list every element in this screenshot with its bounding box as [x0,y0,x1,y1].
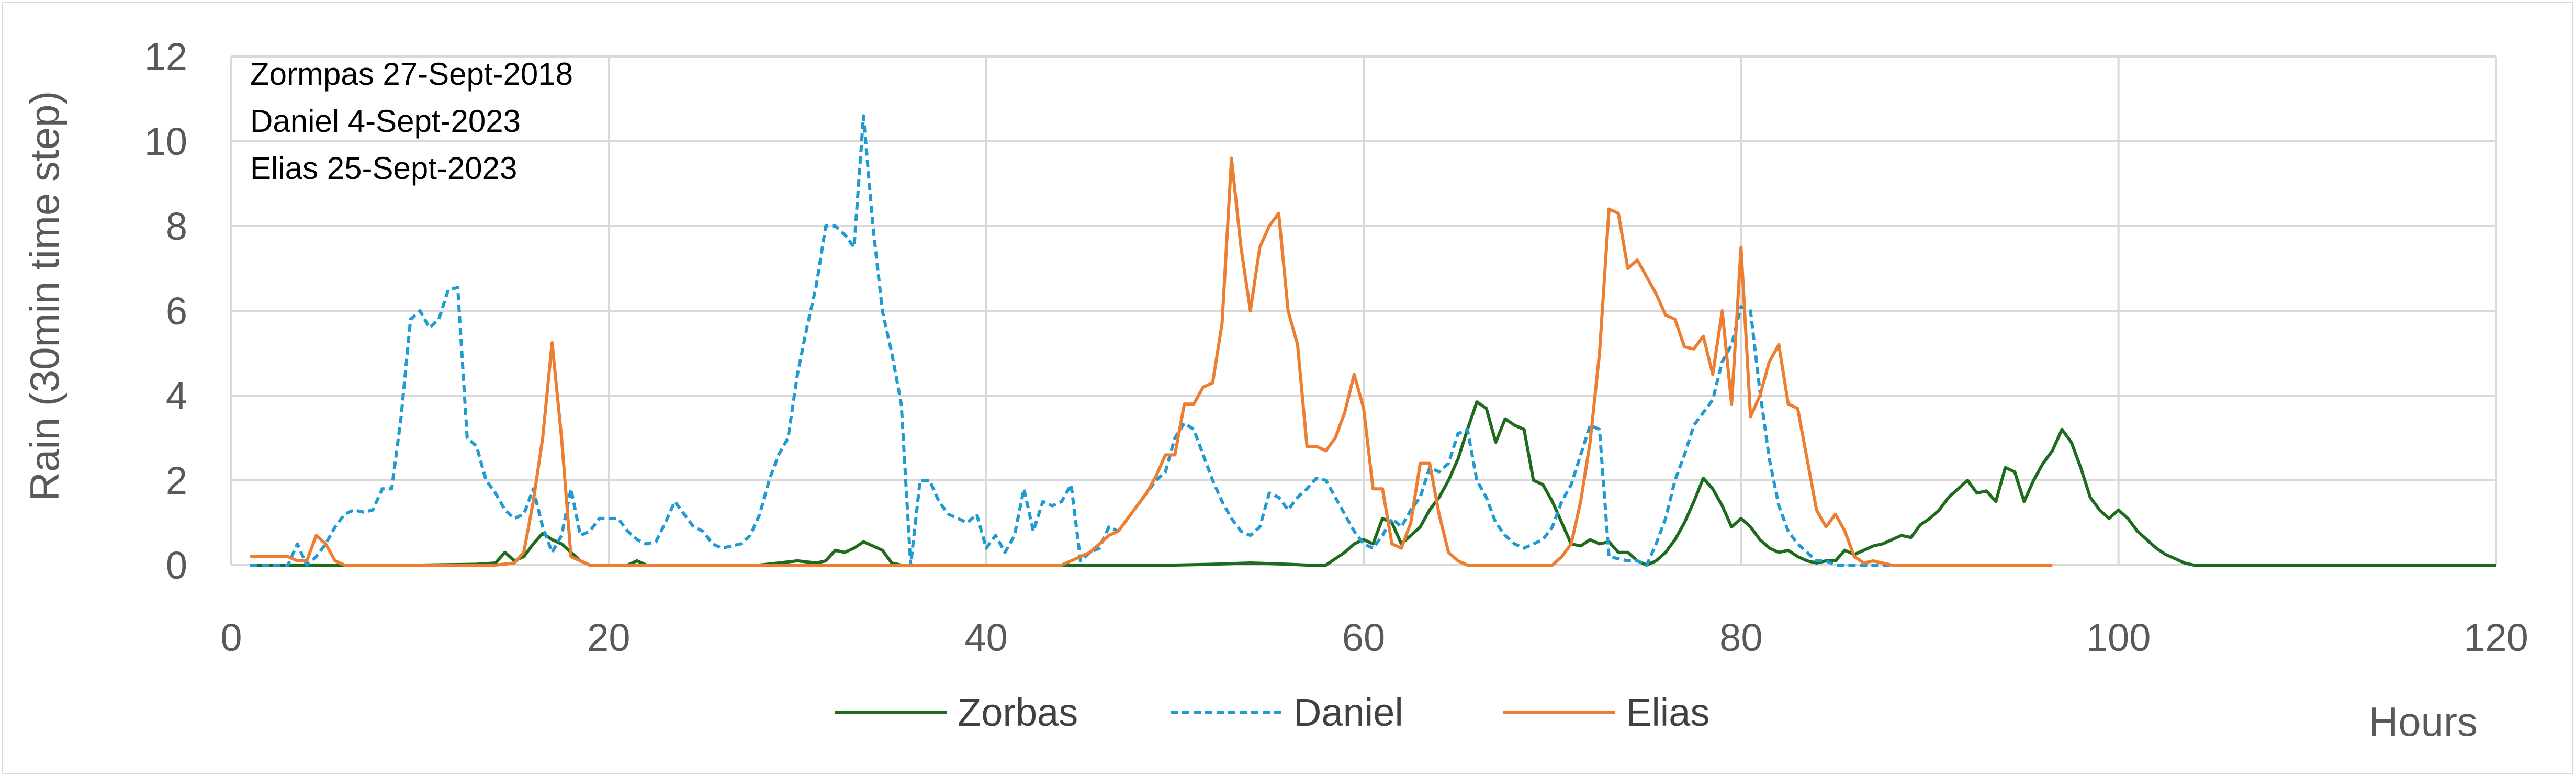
y-tick-label-6: 12 [144,35,187,78]
x-tick-label-1: 20 [587,616,630,659]
gridlines [230,55,2497,566]
event-annotations: Zormpas 27-Sept-2018 Daniel 4-Sept-2023 … [250,57,573,186]
x-tick-label-3: 60 [1342,616,1385,659]
annotation-zorbas-date: Zormpas 27-Sept-2018 [250,57,573,92]
y-tick-label-3: 6 [166,289,187,333]
legend-label-zorbas: Zorbas [958,691,1078,734]
y-tick-label-4: 8 [166,205,187,248]
x-tick-label-0: 0 [220,616,242,659]
y-tick-label-1: 2 [166,459,187,502]
x-axis-ticks: 0 20 40 60 80 100 120 [220,616,2528,659]
x-axis-title: Hours [2369,699,2478,745]
annotation-daniel-date: Daniel 4-Sept-2023 [250,104,521,139]
series-line-daniel [250,114,2053,567]
legend-label-elias: Elias [1626,691,1709,734]
x-tick-label-6: 120 [2463,616,2528,659]
series-line-zorbas [250,400,2496,567]
series-lines [250,114,2496,567]
x-tick-label-5: 100 [2086,616,2151,659]
x-tick-label-4: 80 [1719,616,1762,659]
y-tick-label-2: 4 [166,374,187,418]
y-axis-ticks: 0 2 4 6 8 10 12 [144,35,187,587]
legend: Zorbas Daniel Elias [835,691,1709,734]
annotation-elias-date: Elias 25-Sept-2023 [250,151,517,186]
x-tick-label-2: 40 [965,616,1008,659]
series-line-elias [250,156,2053,567]
legend-label-daniel: Daniel [1293,691,1403,734]
y-tick-label-5: 10 [144,120,187,163]
y-tick-label-0: 0 [166,544,187,587]
y-axis-title: Rain (30min time step) [21,91,68,502]
